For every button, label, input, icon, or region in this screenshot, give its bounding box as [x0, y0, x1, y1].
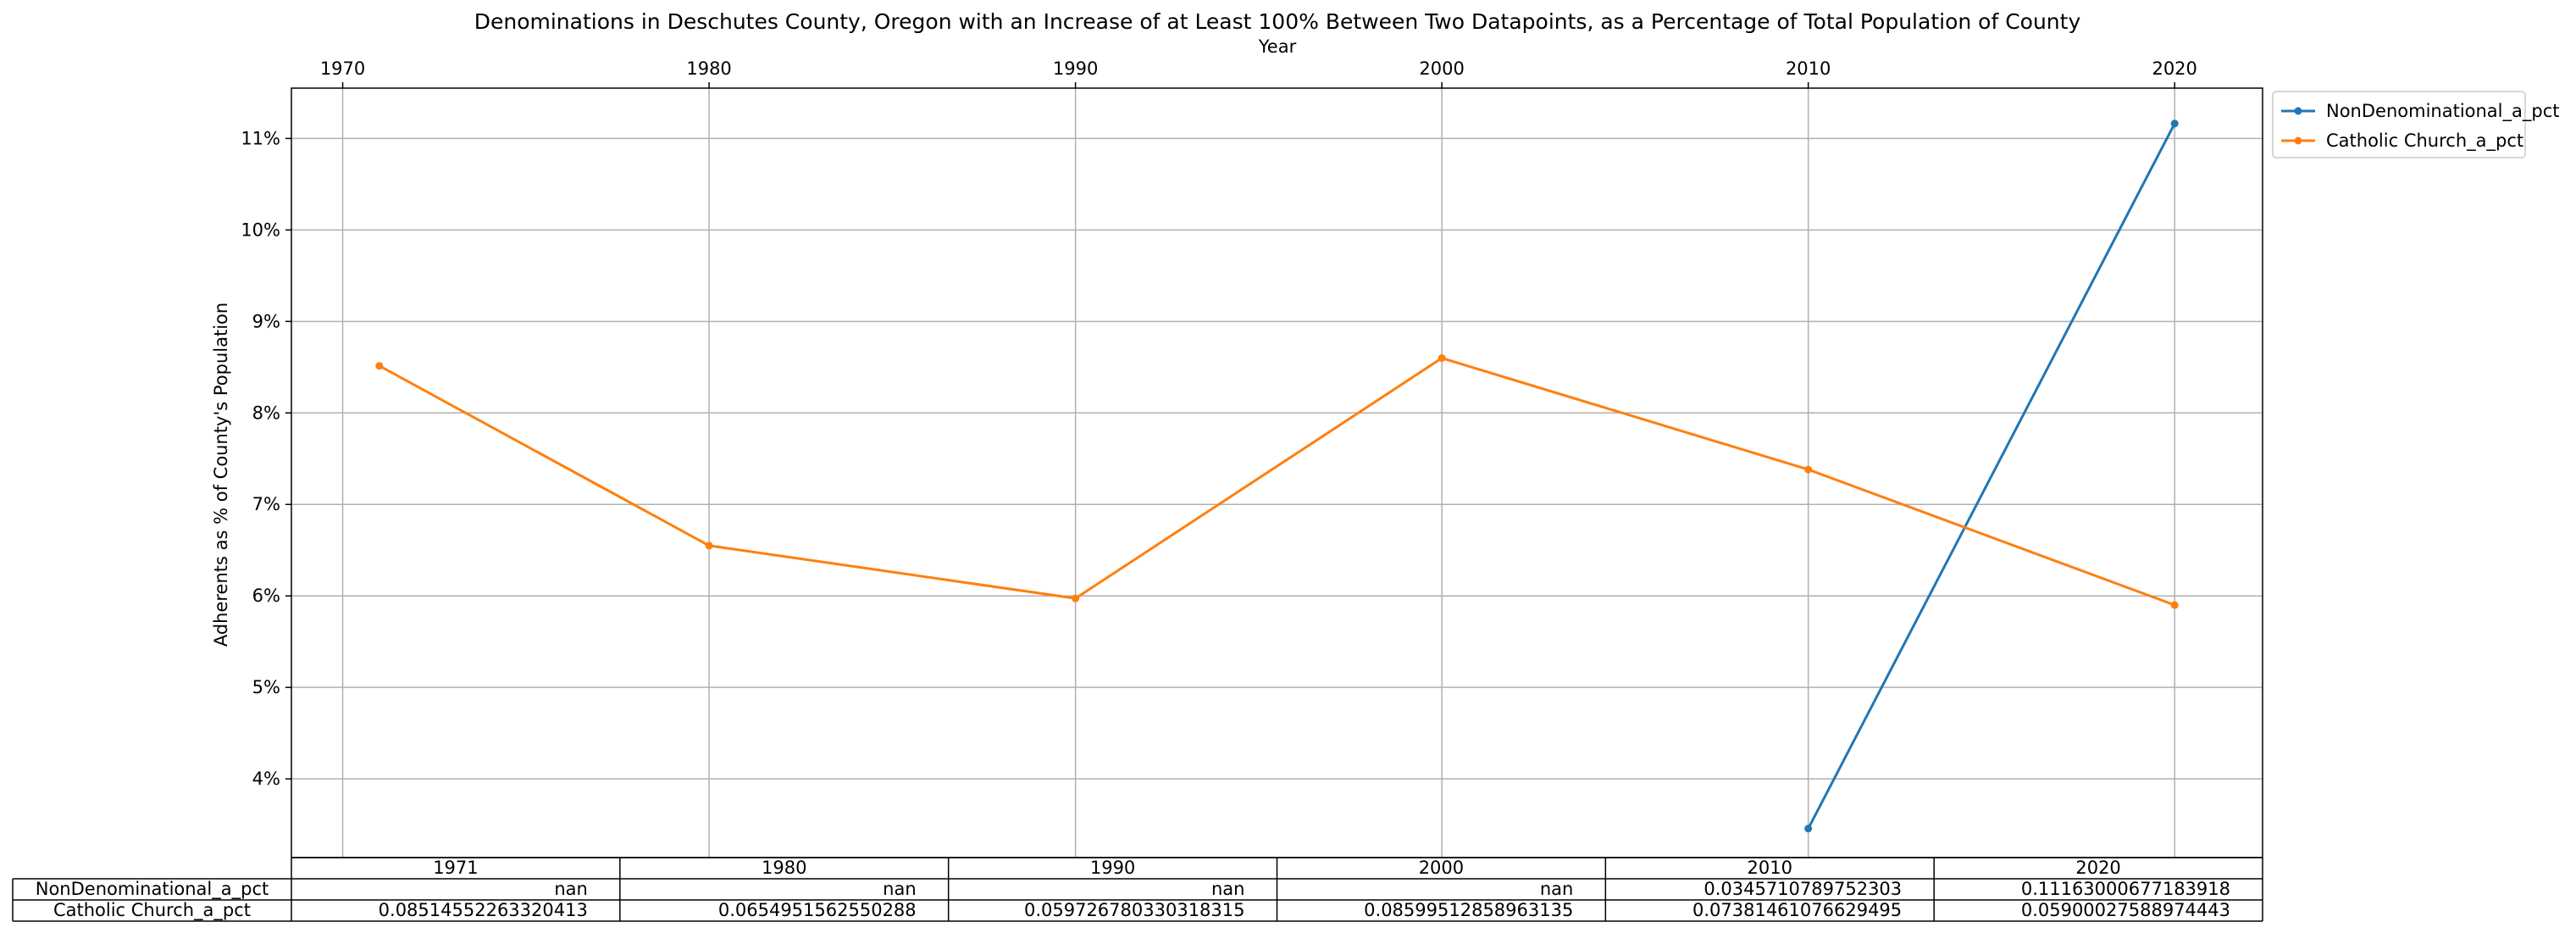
- data-point: [705, 541, 713, 550]
- y-tick-label: 8%: [252, 403, 280, 423]
- x-tick-label: 1990: [1053, 58, 1098, 79]
- data-point: [1438, 354, 1446, 363]
- table-column-header: 1971: [433, 858, 478, 878]
- y-tick-label: 11%: [241, 128, 280, 148]
- gridlines: [291, 88, 2263, 858]
- table-column-header: 1980: [762, 858, 806, 878]
- data-point: [375, 362, 384, 370]
- series-lines: [375, 119, 2179, 833]
- x-tick-label: 2000: [1419, 58, 1464, 79]
- table-cell: nan: [1540, 879, 1574, 899]
- data-point: [2170, 601, 2179, 609]
- table-row-label: Catholic Church_a_pct: [53, 900, 251, 921]
- y-tick-label: 7%: [252, 494, 280, 514]
- x-axis-label: Year: [1258, 36, 1297, 57]
- y-tick-label: 6%: [252, 586, 280, 606]
- table-row-label: NonDenominational_a_pct: [36, 879, 269, 900]
- x-tick-label: 2010: [1786, 58, 1831, 79]
- table-cell: nan: [1211, 879, 1245, 899]
- y-tick-label: 5%: [252, 677, 280, 697]
- table-cell: 0.0345710789752303: [1703, 879, 1902, 899]
- x-tick-label: 1980: [686, 58, 731, 79]
- table-column-header: 1990: [1090, 858, 1135, 878]
- data-point: [2170, 119, 2179, 128]
- y-tick-label: 4%: [252, 769, 280, 789]
- data-point: [1072, 594, 1080, 603]
- table-cell: 0.0654951562550288: [718, 900, 917, 920]
- data-point: [1804, 465, 1813, 474]
- table-cell: nan: [883, 879, 917, 899]
- series-line-0: [1807, 123, 2176, 830]
- legend-label-0: NonDenominational_a_pct: [2326, 101, 2560, 122]
- table-cell: nan: [554, 879, 588, 899]
- x-tick-label: 2020: [2152, 58, 2197, 79]
- table-cell: 0.05900027588974443: [2021, 900, 2230, 920]
- table-column-header: 2020: [2075, 858, 2120, 878]
- table-cell: 0.08599512858963135: [1364, 900, 1573, 920]
- table-cell: 0.11163000677183918: [2021, 879, 2230, 899]
- y-axis-label: Adherents as % of County's Population: [211, 303, 231, 647]
- table-cell: 0.07381461076629495: [1692, 900, 1902, 920]
- series-line-1: [379, 357, 2175, 607]
- table-column-header: 2000: [1419, 858, 1464, 878]
- data-table: 1971 1980 1990 2000 2010 2020 NonDenominationa…: [12, 857, 2263, 922]
- axis-ticks: 1970 1980 1990 2000 2010 2020 4% 5% 6% 7% 8% 9% 10% 1…: [241, 58, 2197, 789]
- y-tick-label: 9%: [252, 311, 280, 331]
- x-tick-label: 1970: [320, 58, 365, 79]
- table-column-header: 2010: [1748, 858, 1792, 878]
- chart-title: Denominations in Deschutes County, Orego…: [474, 9, 2081, 34]
- table-cell: 0.08514552263320413: [379, 900, 588, 920]
- legend-label-1: Catholic Church_a_pct: [2326, 131, 2523, 152]
- legend: NonDenominational_a_pct Catholic Church_a…: [2272, 91, 2560, 158]
- data-point: [1804, 825, 1813, 833]
- legend-box: [2272, 91, 2526, 158]
- legend-marker-1: [2294, 136, 2302, 145]
- table-cell: 0.059726780330318315: [1024, 900, 1245, 920]
- legend-marker-0: [2294, 107, 2302, 115]
- y-tick-label: 10%: [241, 219, 280, 240]
